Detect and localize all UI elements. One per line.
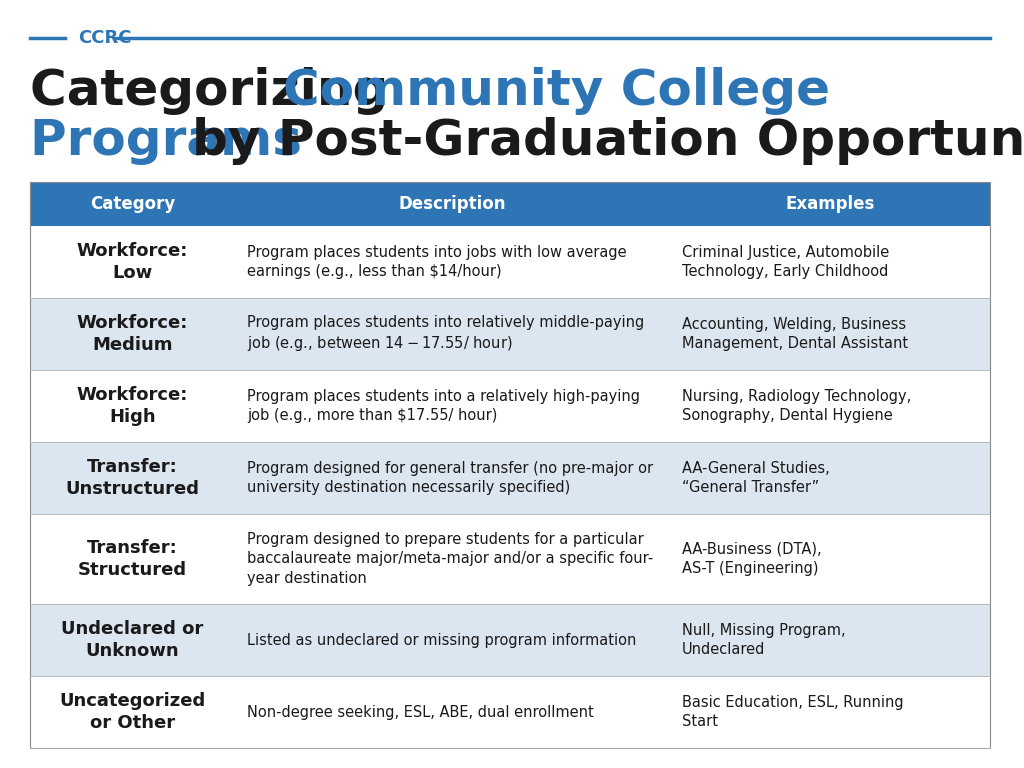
Bar	[30, 676, 990, 748]
Text: Accounting, Welding, Business
Management, Dental Assistant: Accounting, Welding, Business Management…	[682, 317, 908, 351]
Text: Transfer:
Unstructured: Transfer: Unstructured	[66, 458, 200, 498]
Bar	[30, 182, 990, 748]
Text: Uncategorized
or Other: Uncategorized or Other	[59, 692, 206, 732]
Text: Workforce:
Low: Workforce: Low	[77, 242, 188, 282]
Bar	[30, 604, 990, 676]
Text: Program places students into jobs with low average
earnings (e.g., less than $14: Program places students into jobs with l…	[247, 245, 627, 279]
Bar	[30, 442, 990, 514]
Text: CCRC: CCRC	[78, 29, 131, 47]
Text: Null, Missing Program,
Undeclared: Null, Missing Program, Undeclared	[682, 623, 846, 657]
Text: Community College: Community College	[283, 67, 830, 115]
Bar	[30, 226, 990, 298]
Text: Program places students into relatively middle-paying
job (e.g., between $14-$17: Program places students into relatively …	[247, 315, 644, 353]
Text: Programs: Programs	[30, 117, 319, 165]
Text: Program designed to prepare students for a particular
baccalaureate major/meta-m: Program designed to prepare students for…	[247, 532, 653, 586]
Bar	[30, 514, 990, 604]
Text: by Post-Graduation Opportunity: by Post-Graduation Opportunity	[193, 117, 1024, 165]
Text: Workforce:
Medium: Workforce: Medium	[77, 314, 188, 354]
Text: Description: Description	[398, 195, 506, 213]
Text: AA-General Studies,
“General Transfer”: AA-General Studies, “General Transfer”	[682, 461, 829, 495]
Text: Undeclared or
Unknown: Undeclared or Unknown	[61, 620, 204, 660]
Bar	[30, 370, 990, 442]
Text: Non-degree seeking, ESL, ABE, dual enrollment: Non-degree seeking, ESL, ABE, dual enrol…	[247, 704, 594, 720]
Text: Workforce:
High: Workforce: High	[77, 386, 188, 426]
Text: Basic Education, ESL, Running
Start: Basic Education, ESL, Running Start	[682, 695, 903, 729]
Text: Criminal Justice, Automobile
Technology, Early Childhood: Criminal Justice, Automobile Technology,…	[682, 245, 889, 279]
Bar	[30, 298, 990, 370]
Text: Examples: Examples	[785, 195, 874, 213]
Bar	[30, 182, 990, 226]
Text: Categorizing: Categorizing	[30, 67, 406, 115]
Text: Nursing, Radiology Technology,
Sonography, Dental Hygiene: Nursing, Radiology Technology, Sonograph…	[682, 389, 911, 423]
Text: Program places students into a relatively high-paying
job (e.g., more than $17.5: Program places students into a relativel…	[247, 389, 640, 423]
Text: Category: Category	[90, 195, 175, 213]
Text: Listed as undeclared or missing program information: Listed as undeclared or missing program …	[247, 633, 636, 647]
Text: Program designed for general transfer (no pre-major or
university destination ne: Program designed for general transfer (n…	[247, 461, 653, 495]
Text: Transfer:
Structured: Transfer: Structured	[78, 539, 187, 579]
Text: AA-Business (DTA),
AS-T (Engineering): AA-Business (DTA), AS-T (Engineering)	[682, 542, 821, 576]
